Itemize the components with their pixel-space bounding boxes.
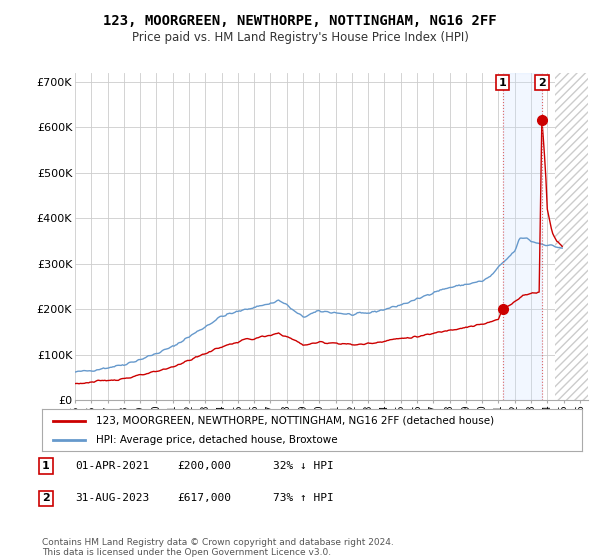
Text: £200,000: £200,000	[177, 461, 231, 471]
Text: 2: 2	[42, 493, 50, 503]
Text: Contains HM Land Registry data © Crown copyright and database right 2024.
This d: Contains HM Land Registry data © Crown c…	[42, 538, 394, 557]
Text: Price paid vs. HM Land Registry's House Price Index (HPI): Price paid vs. HM Land Registry's House …	[131, 31, 469, 44]
Text: HPI: Average price, detached house, Broxtowe: HPI: Average price, detached house, Brox…	[96, 435, 338, 445]
Text: 2: 2	[538, 78, 546, 88]
Bar	[556, 73, 588, 400]
Text: £617,000: £617,000	[177, 493, 231, 503]
Text: 32% ↓ HPI: 32% ↓ HPI	[273, 461, 334, 471]
Text: 1: 1	[499, 78, 506, 88]
Text: 73% ↑ HPI: 73% ↑ HPI	[273, 493, 334, 503]
Text: 01-APR-2021: 01-APR-2021	[75, 461, 149, 471]
Bar	[503, 73, 542, 400]
Text: 123, MOORGREEN, NEWTHORPE, NOTTINGHAM, NG16 2FF: 123, MOORGREEN, NEWTHORPE, NOTTINGHAM, N…	[103, 14, 497, 28]
Text: 31-AUG-2023: 31-AUG-2023	[75, 493, 149, 503]
Text: 1: 1	[42, 461, 50, 471]
Text: 123, MOORGREEN, NEWTHORPE, NOTTINGHAM, NG16 2FF (detached house): 123, MOORGREEN, NEWTHORPE, NOTTINGHAM, N…	[96, 416, 494, 426]
